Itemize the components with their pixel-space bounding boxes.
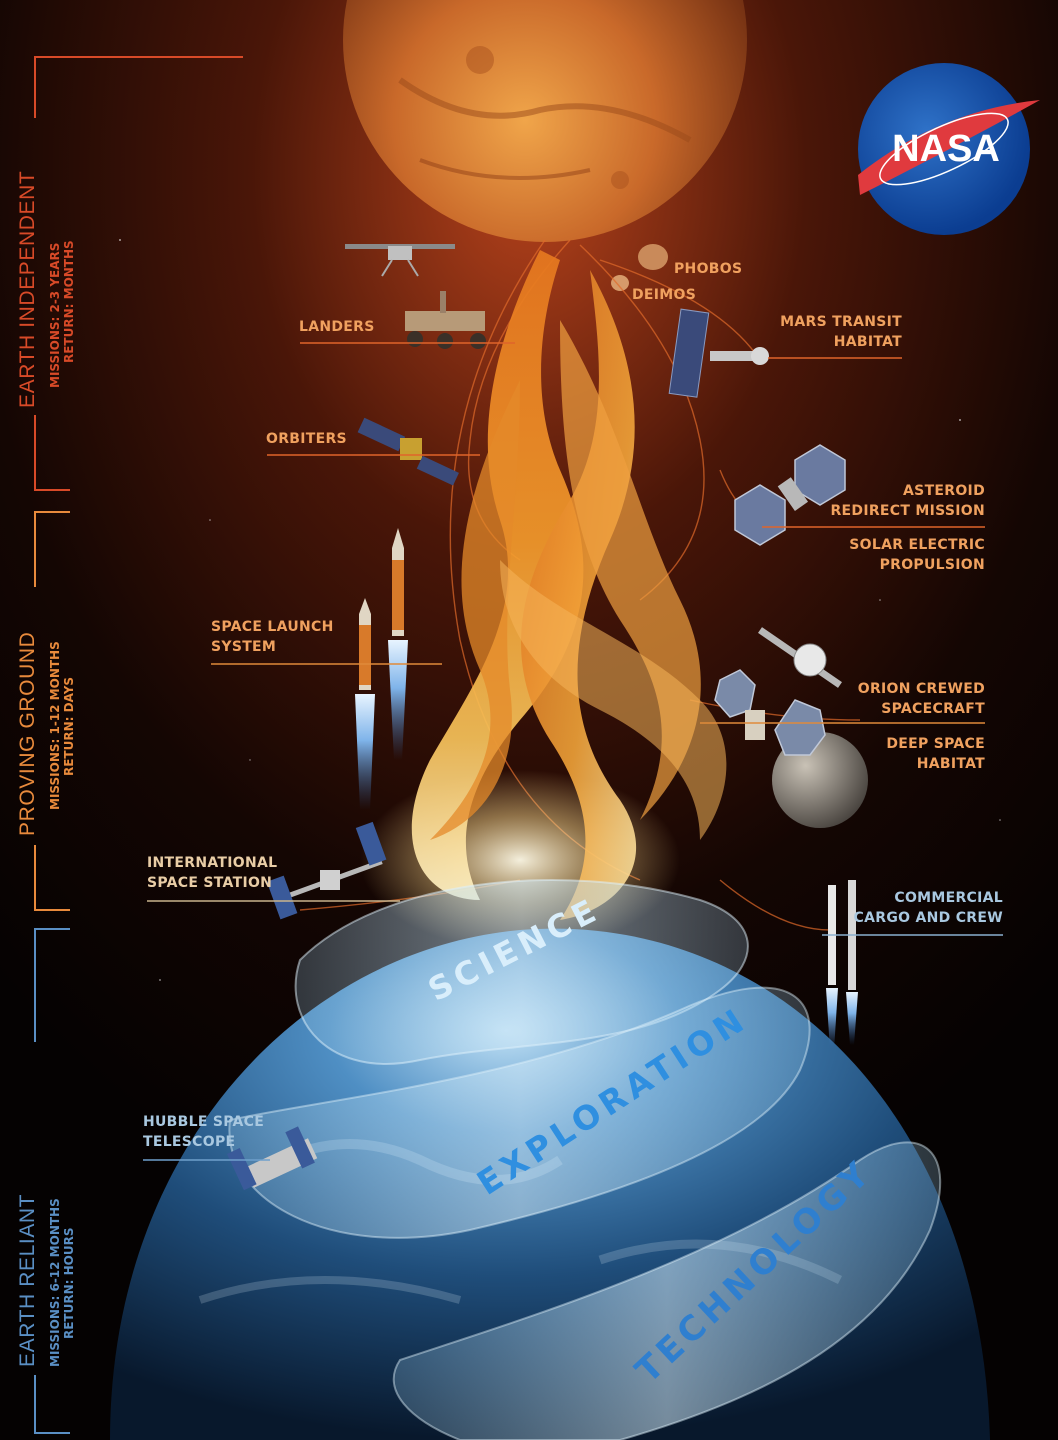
mars-planet xyxy=(343,0,747,242)
sls-rocket-icon xyxy=(355,528,408,810)
label-orbiters: ORBITERS xyxy=(266,431,347,447)
moon xyxy=(772,732,868,828)
label-space-launch-system: SPACE LAUNCH SYSTEM xyxy=(211,619,334,655)
phase-bracket-earth-independent xyxy=(34,56,243,491)
phase-label-earth-independent: EARTH INDEPENDENT MISSIONS: 2-3 YEARS RE… xyxy=(16,171,76,408)
hubble-telescope-icon xyxy=(227,1126,318,1191)
nasa-logo: NASA xyxy=(858,63,1040,235)
label-landers: LANDERS xyxy=(299,319,375,335)
label-leader-lines xyxy=(143,342,1003,1161)
phase-return: RETURN: HOURS xyxy=(62,1227,76,1340)
label-orion-crewed-spacecraft: ORION CREWED SPACECRAFT xyxy=(857,681,985,717)
iss-icon xyxy=(266,821,387,920)
label-solar-electric-propulsion: SOLAR ELECTRIC PROPULSION xyxy=(849,537,985,573)
label-commercial-cargo-and-crew: COMMERCIAL CARGO AND CREW xyxy=(853,890,1003,926)
phase-return: RETURN: DAYS xyxy=(62,676,76,776)
flame-ribbons xyxy=(411,250,727,920)
deimos-moon xyxy=(611,275,629,291)
phase-name: EARTH INDEPENDENT xyxy=(16,170,39,408)
phase-return: RETURN: MONTHS xyxy=(62,240,76,363)
orion-spacecraft-icon xyxy=(758,627,842,688)
label-hubble-space-telescope: HUBBLE SPACE TELESCOPE xyxy=(143,1114,265,1150)
phase-missions: MISSIONS: 1-12 MONTHS xyxy=(48,641,62,810)
phase-name: EARTH RELIANT xyxy=(16,1193,39,1367)
lander-icon xyxy=(345,244,455,277)
mars-transit-habitat-icon xyxy=(668,308,769,398)
phase-label-proving-ground: PROVING GROUND MISSIONS: 1-12 MONTHS RET… xyxy=(16,632,76,836)
phase-bracket-earth-reliant xyxy=(34,928,70,1434)
label-mars-transit-habitat: MARS TRANSIT HABITAT xyxy=(780,314,902,350)
phobos-moon xyxy=(638,244,668,270)
asteroid-redirect-icon xyxy=(734,444,846,546)
phase-label-earth-reliant: EARTH RELIANT MISSIONS: 6-12 MONTHS RETU… xyxy=(16,1194,76,1367)
phase-name: PROVING GROUND xyxy=(16,631,39,836)
phase-bracket-proving-ground xyxy=(34,511,70,911)
rover-icon xyxy=(405,291,486,349)
label-deep-space-habitat: DEEP SPACE HABITAT xyxy=(886,736,985,772)
ribbon-bands xyxy=(228,879,942,1440)
phase-missions: MISSIONS: 6-12 MONTHS xyxy=(48,1198,62,1367)
label-international-space-station: INTERNATIONAL SPACE STATION xyxy=(147,855,278,891)
nasa-wordmark: NASA xyxy=(892,128,1000,170)
phase-missions: MISSIONS: 2-3 YEARS xyxy=(48,242,62,388)
label-deimos: DEIMOS xyxy=(632,287,697,303)
label-phobos: PHOBOS xyxy=(674,261,743,277)
deep-space-habitat-icon xyxy=(714,669,826,756)
label-asteroid-redirect-mission: ASTEROID REDIRECT MISSION xyxy=(830,483,985,519)
nasa-chevron xyxy=(858,100,1040,195)
